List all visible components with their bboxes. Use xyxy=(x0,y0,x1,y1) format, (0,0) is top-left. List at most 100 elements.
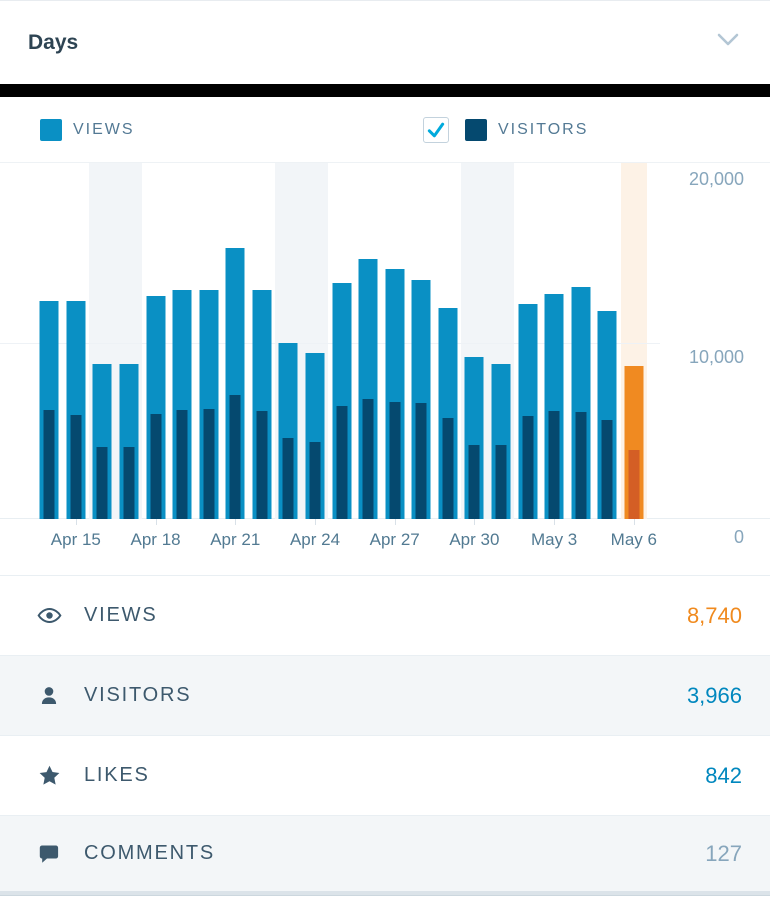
x-axis-tick xyxy=(554,519,556,525)
summary-list: VIEWS 8,740 VISITORS 3,966 LIKES 842 COMMENTS 1… xyxy=(0,575,770,891)
x-axis-label: May 6 xyxy=(610,530,657,549)
summary-value: 8,740 xyxy=(686,602,742,628)
chart-legend: VIEWS VISITORS xyxy=(0,97,770,162)
check-icon xyxy=(427,122,445,137)
black-divider-bar xyxy=(0,84,770,97)
visitors-bar[interactable] xyxy=(150,414,162,520)
bar-chart: 20,000 10,000 xyxy=(0,162,770,520)
bar-day-apr-22[interactable] xyxy=(249,163,276,520)
visitors-bar[interactable] xyxy=(601,420,613,520)
visitors-bar[interactable] xyxy=(96,447,108,520)
bar-day-apr-29[interactable] xyxy=(435,163,462,520)
summary-row-views[interactable]: VIEWS 8,740 xyxy=(0,576,770,656)
x-axis-tick xyxy=(314,519,316,525)
x-axis-tick xyxy=(394,519,396,525)
summary-row-comments[interactable]: COMMENTS 127 xyxy=(0,816,770,891)
bar-day-apr-19[interactable] xyxy=(169,163,196,520)
bar-day-may-1[interactable] xyxy=(488,163,515,520)
y-axis-label-0: 0 xyxy=(733,527,744,547)
y-axis-label-10000: 10,000 xyxy=(688,347,744,367)
chevron-down-icon[interactable] xyxy=(716,32,740,53)
visitors-bar[interactable] xyxy=(389,402,401,520)
bar-day-apr-23[interactable] xyxy=(275,163,302,520)
visitors-bar[interactable] xyxy=(256,411,268,520)
period-title: Days xyxy=(28,30,79,54)
bar-day-apr-25[interactable] xyxy=(328,163,355,520)
visitors-bar[interactable] xyxy=(203,409,215,520)
x-axis-label: Apr 15 xyxy=(50,530,101,549)
visitors-bar[interactable] xyxy=(362,399,374,520)
comment-icon xyxy=(36,841,62,867)
visitors-bar[interactable] xyxy=(43,410,55,520)
summary-value: 127 xyxy=(705,840,742,866)
visitors-bar[interactable] xyxy=(336,406,348,520)
visitors-swatch xyxy=(465,118,487,141)
summary-row-visitors[interactable]: VISITORS 3,966 xyxy=(0,656,770,736)
eye-icon xyxy=(36,603,62,629)
star-icon xyxy=(36,763,62,789)
x-axis-label: May 3 xyxy=(530,530,578,549)
visitors-bar[interactable] xyxy=(575,412,587,520)
x-axis-tick xyxy=(633,519,635,525)
bar-day-may-2[interactable] xyxy=(514,163,541,520)
visitors-bar[interactable] xyxy=(495,445,507,520)
visitors-checkbox[interactable] xyxy=(423,116,449,143)
x-axis-label: Apr 21 xyxy=(210,530,261,549)
legend-visitors: VISITORS xyxy=(423,97,588,162)
bottom-divider xyxy=(0,891,770,896)
x-axis-label: Apr 24 xyxy=(289,530,341,549)
visitors-bar[interactable] xyxy=(176,410,188,520)
x-axis-tick xyxy=(235,519,237,525)
summary-label: COMMENTS xyxy=(84,842,216,864)
bar-day-may-3[interactable] xyxy=(541,163,568,520)
visitors-bar[interactable] xyxy=(442,418,454,520)
bar-day-apr-26[interactable] xyxy=(355,163,382,520)
visitors-bar[interactable] xyxy=(468,445,480,520)
chart-plot-area xyxy=(0,163,660,520)
bar-day-apr-18[interactable] xyxy=(142,163,169,520)
summary-label: VIEWS xyxy=(84,604,158,626)
x-axis: 0 Apr 15 Apr 18 Apr 21 Apr 24 Apr 27 Apr 30 Ma… xyxy=(0,519,770,575)
bar-day-may-4[interactable] xyxy=(567,163,594,520)
bar-day-apr-30[interactable] xyxy=(461,163,488,520)
x-axis-tick xyxy=(155,519,157,525)
bar-day-apr-27[interactable] xyxy=(381,163,408,520)
summary-label: VISITORS xyxy=(84,684,192,706)
bar-day-apr-24[interactable] xyxy=(302,163,329,520)
bar-day-apr-21[interactable] xyxy=(222,163,249,520)
bar-day-apr-16[interactable] xyxy=(89,163,116,520)
legend-visitors-label: VISITORS xyxy=(498,120,589,138)
visitors-bar[interactable] xyxy=(282,438,294,520)
x-axis-tick xyxy=(474,519,476,525)
summary-value: 842 xyxy=(705,762,742,788)
x-axis-label: Apr 27 xyxy=(369,530,420,549)
visitors-bar[interactable] xyxy=(415,403,427,520)
y-axis-label-20000: 20,000 xyxy=(688,169,744,189)
bar-day-apr-17[interactable] xyxy=(116,163,143,520)
bar-day-may-5[interactable] xyxy=(594,163,621,520)
x-axis-label: Apr 30 xyxy=(449,530,500,549)
summary-label: LIKES xyxy=(84,764,150,786)
views-swatch xyxy=(40,118,62,141)
visitors-bar[interactable] xyxy=(229,395,241,520)
x-axis-label: Apr 18 xyxy=(130,530,181,549)
person-icon xyxy=(36,683,62,709)
legend-views: VIEWS xyxy=(40,97,135,162)
visitors-bar[interactable] xyxy=(548,411,560,520)
period-dropdown-header[interactable]: Days xyxy=(0,1,770,84)
bar-day-apr-28[interactable] xyxy=(408,163,435,520)
visitors-bar[interactable] xyxy=(309,442,321,520)
bar-day-apr-15[interactable] xyxy=(63,163,90,520)
visitors-bar[interactable] xyxy=(522,416,534,520)
summary-row-likes[interactable]: LIKES 842 xyxy=(0,736,770,816)
summary-value: 3,966 xyxy=(686,682,742,708)
visitors-bar[interactable] xyxy=(123,447,135,520)
bar-day-apr-20[interactable] xyxy=(195,163,222,520)
bar-day-apr-14[interactable] xyxy=(36,163,63,520)
x-axis-tick xyxy=(75,519,77,525)
visitors-bar[interactable] xyxy=(70,415,82,520)
visitors-bar[interactable] xyxy=(628,450,640,520)
gridline-10000 xyxy=(0,343,660,344)
bar-day-may-6[interactable] xyxy=(621,163,648,520)
